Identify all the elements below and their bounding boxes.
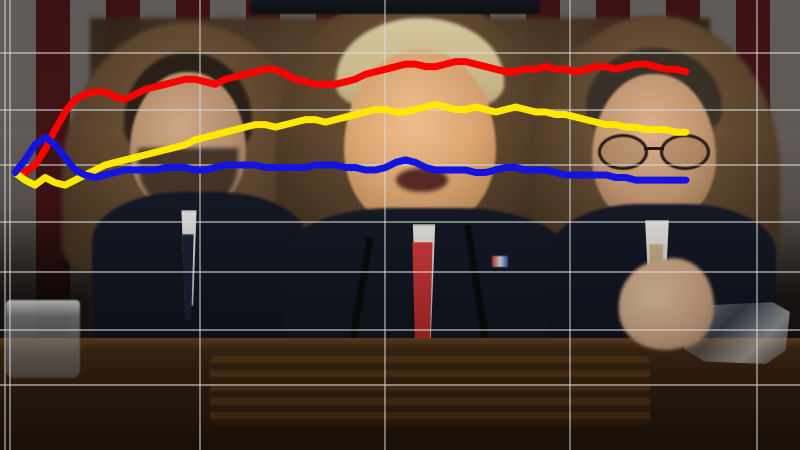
- rostrum-panel: [210, 356, 650, 426]
- tie-left-official: [182, 234, 194, 320]
- folder-on-rostrum: [250, 0, 540, 14]
- series-red: [11, 58, 690, 177]
- series-blue: [11, 133, 690, 184]
- flag-lapel-pin-speaker: [492, 256, 508, 267]
- series-yellow: [11, 100, 690, 189]
- water-glass: [6, 300, 80, 378]
- head-speaker: [344, 50, 496, 228]
- vertical-gridlines: [4, 0, 758, 450]
- horizontal-gridlines: [0, 52, 800, 386]
- rostrum: [0, 338, 800, 450]
- chart-series-lines: [11, 58, 690, 189]
